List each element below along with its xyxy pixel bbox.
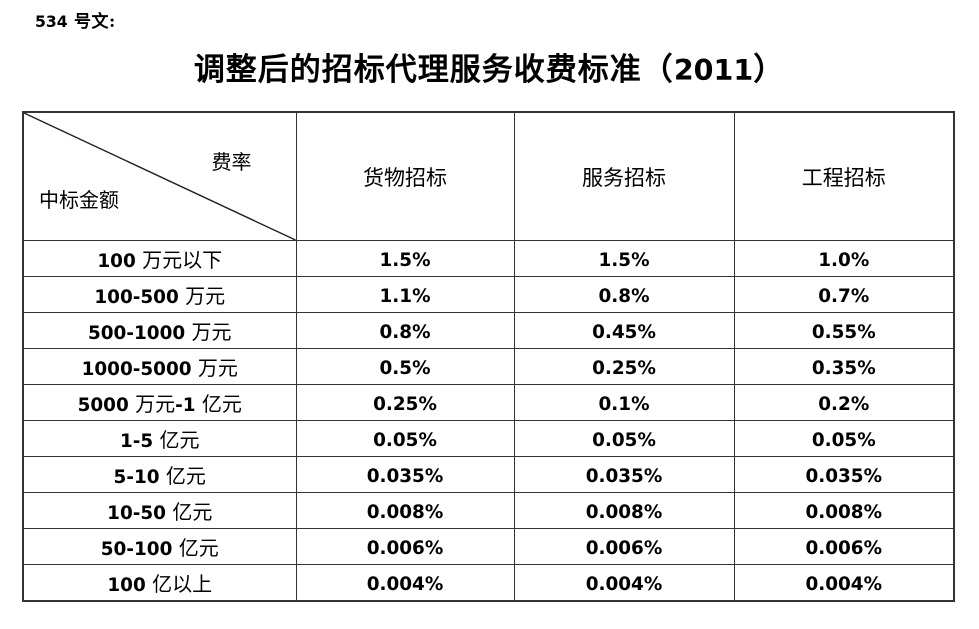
row-label-amount-range: 500-1000 万元: [22, 312, 297, 349]
corner-label-fee-rate: 费率: [211, 150, 252, 174]
row-label-amount-range: 100 万元以下: [22, 240, 297, 277]
fee-value-cell: 1.1%: [295, 276, 515, 313]
row-label-amount-range: 50-100 亿元: [22, 528, 297, 565]
fee-value-cell: 1.5%: [295, 240, 515, 277]
diagonal-line-icon: [24, 113, 296, 240]
column-header-service-bidding: 服务招标: [513, 111, 735, 241]
fee-value-cell: 0.05%: [295, 420, 515, 457]
table-row: 5-10 亿元 0.035% 0.035% 0.035%: [22, 456, 955, 493]
fee-table-body: 100 万元以下 1.5% 1.5% 1.0% 100-500 万元 1.1% 0.8% 0.…: [22, 240, 955, 602]
row-label-amount-range: 1-5 亿元: [22, 420, 297, 457]
fee-value-cell: 0.008%: [513, 492, 735, 529]
fee-value-cell: 0.45%: [513, 312, 735, 349]
fee-value-cell: 0.5%: [295, 348, 515, 385]
row-label-amount-range: 10-50 亿元: [22, 492, 297, 529]
fee-value-cell: 0.7%: [733, 276, 955, 313]
fee-table: 费率 中标金额 货物招标 服务招标 工程招标 100 万元以下 1.5% 1.5% 1…: [22, 111, 955, 602]
table-row: 1000-5000 万元 0.5% 0.25% 0.35%: [22, 348, 955, 385]
fee-value-cell: 1.0%: [733, 240, 955, 277]
fee-value-cell: 0.8%: [295, 312, 515, 349]
row-label-amount-range: 5-10 亿元: [22, 456, 297, 493]
fee-value-cell: 0.008%: [733, 492, 955, 529]
fee-value-cell: 0.035%: [295, 456, 515, 493]
fee-value-cell: 0.035%: [733, 456, 955, 493]
fee-value-cell: 0.006%: [513, 528, 735, 565]
table-row: 1-5 亿元 0.05% 0.05% 0.05%: [22, 420, 955, 457]
table-row: 100-500 万元 1.1% 0.8% 0.7%: [22, 276, 955, 313]
column-header-goods-bidding: 货物招标: [295, 111, 515, 241]
fee-value-cell: 0.1%: [513, 384, 735, 421]
table-row: 5000 万元-1 亿元 0.25% 0.1% 0.2%: [22, 384, 955, 421]
table-row: 50-100 亿元 0.006% 0.006% 0.006%: [22, 528, 955, 565]
corner-cell: 费率 中标金额: [22, 111, 297, 241]
table-row: 500-1000 万元 0.8% 0.45% 0.55%: [22, 312, 955, 349]
fee-value-cell: 0.05%: [733, 420, 955, 457]
fee-value-cell: 0.004%: [513, 564, 735, 602]
fee-value-cell: 0.004%: [295, 564, 515, 602]
fee-value-cell: 0.05%: [513, 420, 735, 457]
fee-value-cell: 0.35%: [733, 348, 955, 385]
row-label-amount-range: 100 亿以上: [22, 564, 297, 602]
fee-value-cell: 0.006%: [733, 528, 955, 565]
fee-value-cell: 0.008%: [295, 492, 515, 529]
column-header-engineering-bidding: 工程招标: [733, 111, 955, 241]
row-label-amount-range: 5000 万元-1 亿元: [22, 384, 297, 421]
fee-value-cell: 0.2%: [733, 384, 955, 421]
fee-value-cell: 0.25%: [513, 348, 735, 385]
fee-value-cell: 0.004%: [733, 564, 955, 602]
fee-value-cell: 0.25%: [295, 384, 515, 421]
row-label-amount-range: 100-500 万元: [22, 276, 297, 313]
table-row: 100 万元以下 1.5% 1.5% 1.0%: [22, 240, 955, 277]
table-row: 10-50 亿元 0.008% 0.008% 0.008%: [22, 492, 955, 529]
header-row: 费率 中标金额 货物招标 服务招标 工程招标: [22, 111, 955, 241]
fee-value-cell: 0.8%: [513, 276, 735, 313]
corner-label-bid-amount: 中标金额: [39, 188, 119, 212]
table-row: 100 亿以上 0.004% 0.004% 0.004%: [22, 564, 955, 602]
fee-value-cell: 0.035%: [513, 456, 735, 493]
page-title: 调整后的招标代理服务收费标准（2011）: [193, 52, 786, 88]
fee-value-cell: 1.5%: [513, 240, 735, 277]
row-label-amount-range: 1000-5000 万元: [22, 348, 297, 385]
doc-number: 534 号文:: [35, 12, 116, 32]
fee-value-cell: 0.55%: [733, 312, 955, 349]
fee-value-cell: 0.006%: [295, 528, 515, 565]
